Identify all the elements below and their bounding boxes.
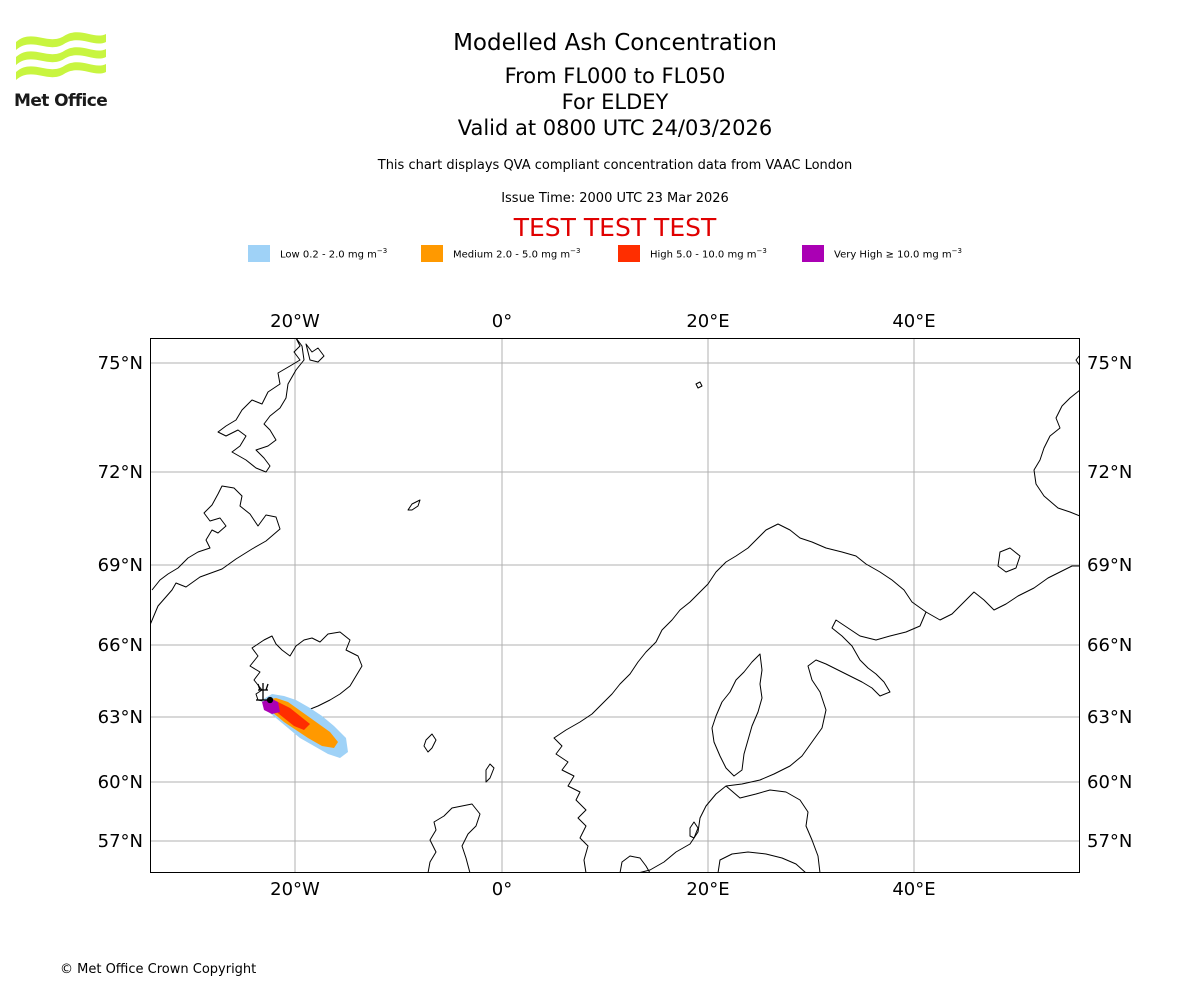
lat-label-left-75n: 75°N <box>98 353 143 374</box>
legend-exponent-low: −3 <box>376 247 388 255</box>
lon-label-bottom-20e: 20°E <box>686 879 729 900</box>
lat-label-left-72n: 72°N <box>98 462 143 483</box>
lon-label-top-40e: 40°E <box>892 311 935 332</box>
lat-label-left-60n: 60°N <box>98 772 143 793</box>
legend-exponent-high: −3 <box>756 247 767 255</box>
coast-denmark <box>619 855 651 873</box>
chart-title: Modelled Ash Concentration <box>453 30 777 56</box>
legend-label-high: High 5.0 - 10.0 mg m <box>650 249 757 261</box>
legend-swatch-medium <box>421 245 443 262</box>
lon-label-bottom-40e: 40°E <box>892 879 935 900</box>
lat-label-left-57n: 57°N <box>98 831 143 852</box>
qva-notice: This chart displays QVA compliant concen… <box>377 158 853 173</box>
legend-label-medium: Medium 2.0 - 5.0 mg m <box>453 249 571 261</box>
map-content <box>150 338 1080 873</box>
legend-swatch-very-high <box>802 245 824 262</box>
lat-label-right-66n: 66°N <box>1087 635 1132 656</box>
chart-subtitle-block: From FL000 to FL050 For ELDEY Valid at 0… <box>365 63 865 141</box>
lat-label-left-66n: 66°N <box>98 635 143 656</box>
legend-label-low: Low 0.2 - 2.0 mg m <box>280 249 377 261</box>
legend-swatch-high <box>618 245 640 262</box>
legend-exponent-medium: −3 <box>570 247 581 255</box>
copyright: © Met Office Crown Copyright <box>60 962 257 977</box>
lat-label-right-57n: 57°N <box>1087 831 1132 852</box>
lon-label-bottom-0: 0° <box>492 879 512 900</box>
coast-greenland <box>150 338 325 626</box>
coast-shetland <box>485 763 495 783</box>
lon-label-top-0: 0° <box>492 311 512 332</box>
legend-exponent-very-high: −3 <box>951 247 962 255</box>
lat-label-right-72n: 72°N <box>1087 462 1132 483</box>
coast-white-sea <box>925 565 1080 621</box>
coast-scandinavia <box>553 523 927 873</box>
lon-label-top-20w: 20°W <box>270 311 320 332</box>
issue-time: Issue Time: 2000 UTC 23 Mar 2026 <box>501 191 729 206</box>
ash-plume <box>262 694 348 758</box>
test-banner: TEST TEST TEST <box>513 213 717 242</box>
coast-baltic <box>725 785 821 873</box>
lat-label-left-69n: 69°N <box>98 555 143 576</box>
lon-label-top-20e: 20°E <box>686 311 729 332</box>
coast-kanin <box>997 547 1021 573</box>
lat-label-right-63n: 63°N <box>1087 707 1132 728</box>
coastlines <box>150 338 1080 873</box>
legend-swatch-low <box>248 245 270 262</box>
logo-text: Met Office <box>14 91 108 111</box>
coast-gotland <box>689 821 699 839</box>
met-office-wave-logo-icon <box>16 32 106 80</box>
volcano-line: For ELDEY <box>561 90 669 114</box>
lat-label-right-75n: 75°N <box>1087 353 1132 374</box>
coast-bear-island <box>695 381 703 389</box>
lat-label-right-69n: 69°N <box>1087 555 1132 576</box>
coast-novaya-zemlya <box>1033 354 1080 517</box>
coast-faroe <box>423 733 437 753</box>
coast-jan-mayen <box>407 499 421 511</box>
coast-gulf-of-bothnia <box>711 653 763 777</box>
volcano-icon <box>256 683 274 704</box>
flight-level-line: From FL000 to FL050 <box>504 64 726 88</box>
coast-scotland <box>427 803 481 873</box>
map-frame <box>150 338 1080 873</box>
lon-label-bottom-20w: 20°W <box>270 879 320 900</box>
valid-time-line: Valid at 0800 UTC 24/03/2026 <box>457 116 773 140</box>
legend-label-very-high: Very High ≥ 10.0 mg m <box>834 249 952 261</box>
gridlines <box>150 338 1080 873</box>
lat-label-left-63n: 63°N <box>98 707 143 728</box>
plume-very-high <box>262 698 280 714</box>
coast-poland <box>717 851 807 873</box>
lat-label-right-60n: 60°N <box>1087 772 1132 793</box>
